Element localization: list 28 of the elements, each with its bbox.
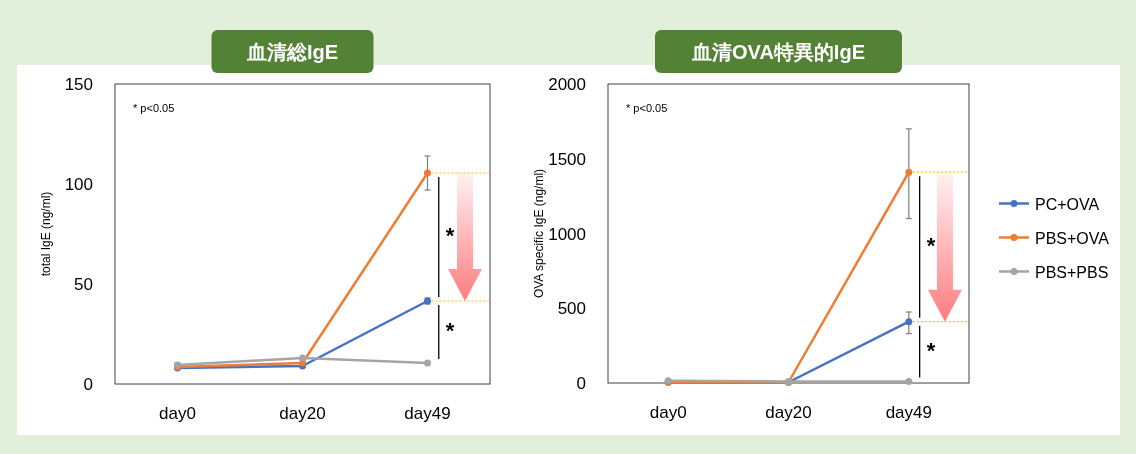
annotation: * [445,223,455,248]
legend-label: PC+OVA [1035,195,1100,213]
legend-label: PBS+PBS [1035,263,1109,281]
x-tick-label: day20 [765,403,812,422]
annotation: * [926,232,936,258]
y-axis-title: total IgE (ng/ml) [39,191,53,277]
x-tick-label: day0 [649,403,687,422]
y-tick-label: 500 [557,299,586,319]
y-tick-label: 150 [64,75,93,94]
y-tick-label: 2000 [548,75,586,94]
x-tick-label: day20 [279,404,326,423]
annotation: * [926,337,936,363]
x-tick-label: day49 [885,403,932,422]
legend-label: PBS+OVA [1035,229,1110,247]
annotation: * p<0.05 [133,102,175,114]
y-tick-label: 0 [83,375,93,394]
x-tick-label: day0 [159,404,196,423]
y-tick-label: 0 [576,374,586,393]
annotation: * p<0.05 [626,102,668,114]
y-tick-label: 100 [64,175,93,194]
y-tick-label: 1500 [548,149,586,169]
y-tick-label: 1000 [548,224,586,244]
annotation: * [445,318,455,343]
y-axis-title: OVA specific IgE (ng/ml) [532,168,546,299]
x-tick-label: day49 [404,404,451,423]
y-tick-label: 50 [74,275,93,294]
chart-title: 血清総IgE [245,41,339,63]
chart-title: 血清OVA特異的IgE [691,41,865,63]
